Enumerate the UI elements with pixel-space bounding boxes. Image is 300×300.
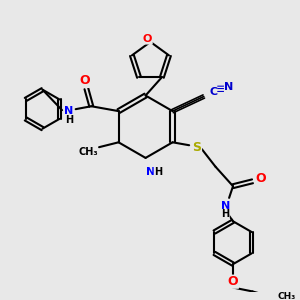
Text: C: C bbox=[209, 87, 217, 97]
Text: N: N bbox=[224, 82, 234, 92]
Text: S: S bbox=[193, 141, 202, 154]
Text: CH₃: CH₃ bbox=[278, 292, 296, 300]
Text: N: N bbox=[220, 201, 230, 211]
Text: N: N bbox=[64, 106, 74, 116]
Text: O: O bbox=[79, 74, 90, 87]
Text: O: O bbox=[255, 172, 266, 185]
Text: O: O bbox=[143, 34, 152, 44]
Text: H: H bbox=[65, 115, 73, 125]
Text: ≡: ≡ bbox=[216, 83, 226, 96]
Text: O: O bbox=[228, 275, 238, 288]
Text: H: H bbox=[154, 167, 162, 177]
Text: CH₃: CH₃ bbox=[79, 147, 98, 157]
Text: N: N bbox=[146, 167, 155, 177]
Text: H: H bbox=[221, 209, 229, 219]
